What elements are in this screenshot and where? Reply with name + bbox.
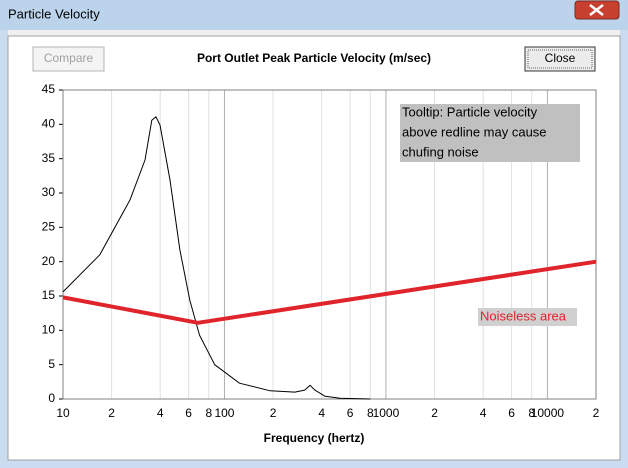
annotation-box — [478, 308, 577, 326]
y-tick-label: 30 — [42, 185, 56, 199]
x-tick-label: 8 — [367, 406, 374, 420]
y-tick-label: 25 — [42, 220, 56, 234]
title-bar — [0, 0, 628, 30]
x-tick-label: 1000 — [373, 406, 400, 420]
x-tick-label: 2 — [108, 406, 115, 420]
x-tick-label: 2 — [431, 406, 438, 420]
annotation-text: Tooltip: Particle velocity — [402, 104, 538, 119]
close-window-button[interactable] — [574, 0, 620, 20]
y-tick-label: 35 — [42, 151, 56, 165]
chart-panel — [7, 35, 621, 461]
y-tick-label: 0 — [48, 391, 55, 405]
y-tick-label: 5 — [48, 357, 55, 371]
x-tick-label: 10000 — [531, 406, 565, 420]
x-tick-label: 8 — [528, 406, 535, 420]
x-tick-label: 6 — [185, 406, 192, 420]
x-tick-label: 4 — [318, 406, 325, 420]
y-tick-label: 10 — [42, 323, 56, 337]
x-tick-label: 2 — [270, 406, 277, 420]
x-tick-label: 10 — [56, 406, 70, 420]
annotation-box — [400, 104, 580, 162]
x-tick-label: 4 — [480, 406, 487, 420]
x-tick-label: 4 — [157, 406, 164, 420]
window-title: Particle Velocity — [8, 6, 100, 21]
x-tick-label: 6 — [508, 406, 515, 420]
x-tick-label: 6 — [347, 406, 354, 420]
y-tick-label: 15 — [42, 288, 56, 302]
x-tick-label: 2 — [593, 406, 600, 420]
y-tick-label: 40 — [42, 117, 56, 131]
x-tick-label: 8 — [205, 406, 212, 420]
compare-label: Compare — [44, 51, 94, 65]
y-tick-label: 45 — [42, 82, 56, 96]
close-button[interactable]: Close — [524, 46, 596, 72]
annotation-text: Noiseless area — [480, 308, 567, 323]
x-axis-label: Frequency (hertz) — [264, 431, 365, 445]
series-line — [62, 259, 597, 325]
compare-button[interactable]: Compare — [32, 46, 105, 72]
annotation-text: chufing noise — [402, 144, 479, 159]
x-tick-label: 100 — [214, 406, 234, 420]
chart-title: Port Outlet Peak Particle Velocity (m/se… — [197, 51, 431, 65]
close-label: Close — [545, 51, 576, 65]
y-tick-label: 20 — [42, 254, 56, 268]
plot-frame — [62, 89, 597, 400]
annotation-text: above redline may cause — [402, 124, 547, 139]
series-line — [62, 116, 371, 400]
